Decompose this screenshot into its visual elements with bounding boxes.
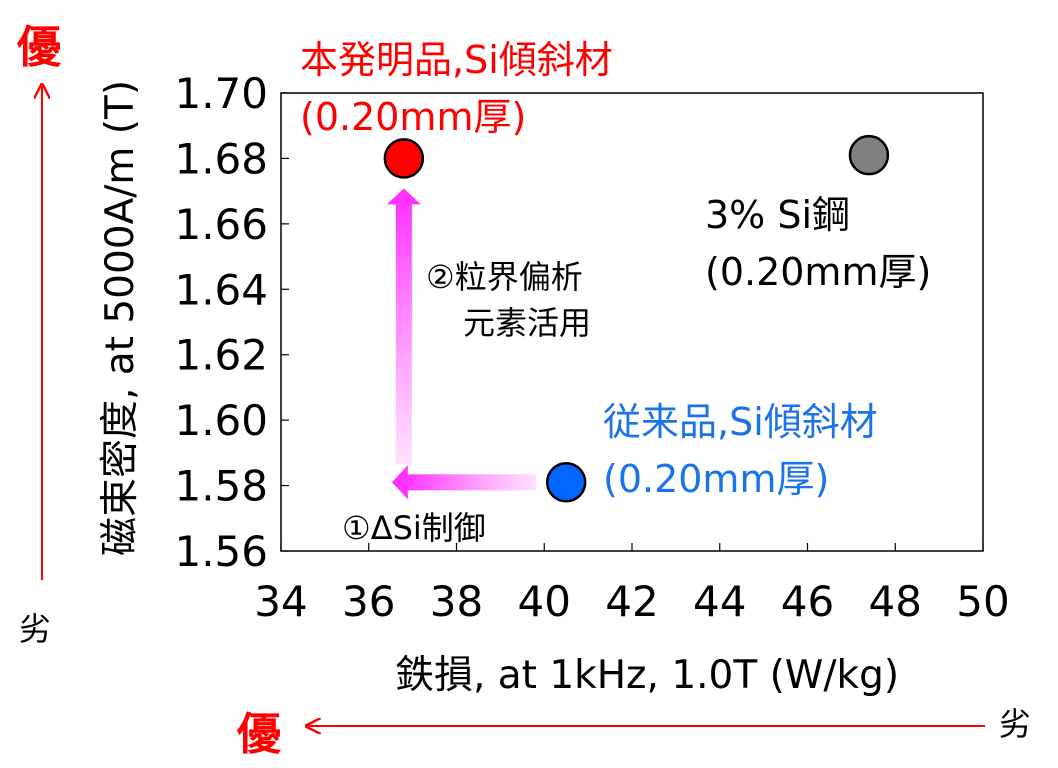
annotation-step2-line1: ②粒界偏析 xyxy=(426,258,583,296)
vertical-improvement-arrow-shaft xyxy=(395,202,412,465)
annotation-step2-line2: 元素活用 xyxy=(463,304,591,342)
y-tick-label: 1.56 xyxy=(174,527,268,576)
y-axis-ticks: 1.70 1.68 1.66 1.64 1.62 1.60 1.58 1.56 xyxy=(174,69,289,576)
x-tick-label: 38 xyxy=(430,577,483,626)
y-axis-label: 磁束密度, at 5000A/m (T) xyxy=(98,80,143,556)
y-tick-label: 1.70 xyxy=(174,69,268,118)
x-tick-label: 44 xyxy=(693,577,746,626)
y-tick-label: 1.64 xyxy=(174,265,268,314)
y-worse-label: 劣 xyxy=(19,610,51,648)
x-worse-label: 劣 xyxy=(999,705,1031,743)
data-point-conventional xyxy=(545,462,587,503)
y-tick-label: 1.60 xyxy=(174,396,268,445)
x-axis-ticks: 34 36 38 40 42 44 46 48 50 xyxy=(254,543,1010,626)
y-tick-label: 1.62 xyxy=(174,331,268,380)
y-tick-label: 1.66 xyxy=(174,200,268,249)
x-tick-label: 36 xyxy=(342,577,395,626)
point-label-conventional: 従来品,Si傾斜材 xyxy=(603,400,878,444)
y-better-label: 優 xyxy=(16,22,62,73)
data-points: 本発明品,Si傾斜材 (0.20mm厚) 3% Si鋼 (0.20mm厚) 従来品,Si… xyxy=(300,38,931,503)
vertical-improvement-arrow-head xyxy=(386,188,421,205)
x-tick-label: 40 xyxy=(518,577,571,626)
x-tick-label: 42 xyxy=(605,577,658,626)
improvement-arrows xyxy=(386,188,537,500)
data-point-invention xyxy=(383,138,425,179)
x-axis-label: 鉄損, at 1kHz, 1.0T (W/kg) xyxy=(395,653,899,698)
point-sublabel-invention: (0.20mm厚) xyxy=(300,95,526,139)
y-tick-label: 1.68 xyxy=(174,134,268,183)
point-label-si3-steel: 3% Si鋼 xyxy=(705,193,850,237)
point-sublabel-si3-steel: (0.20mm厚) xyxy=(705,250,931,294)
y-tick-label: 1.58 xyxy=(174,462,268,511)
horizontal-improvement-arrow-head xyxy=(391,465,408,500)
point-sublabel-conventional: (0.20mm厚) xyxy=(603,457,829,501)
x-tick-label: 50 xyxy=(956,577,1009,626)
x-tick-label: 48 xyxy=(869,577,922,626)
point-label-invention: 本発明品,Si傾斜材 xyxy=(300,38,613,82)
x-tick-label: 34 xyxy=(254,577,307,626)
horizontal-improvement-arrow-shaft xyxy=(405,474,537,491)
annotation-step1: ①ΔSi制御 xyxy=(342,509,486,547)
data-point-si3-steel xyxy=(848,134,890,176)
x-tick-label: 46 xyxy=(781,577,834,626)
x-better-label: 優 xyxy=(236,709,282,760)
